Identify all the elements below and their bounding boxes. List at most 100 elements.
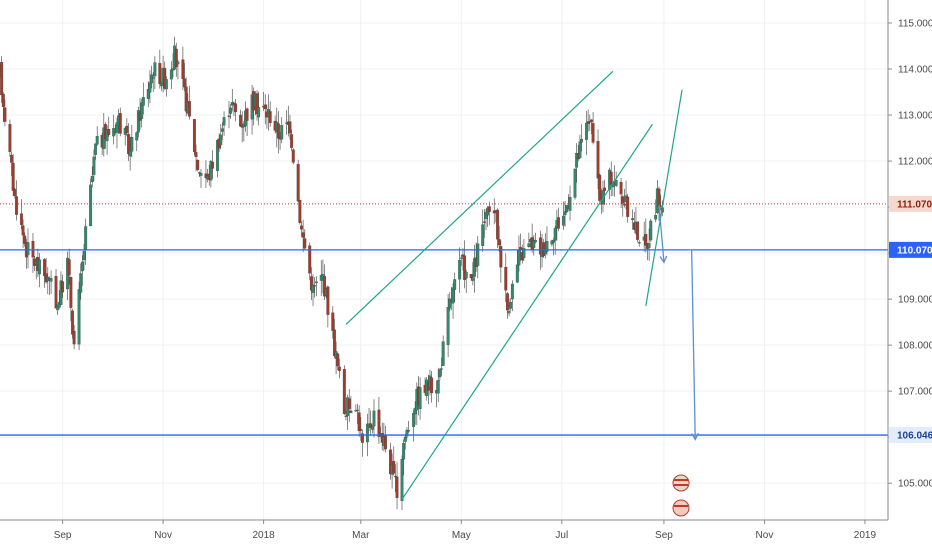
- candle-body: [459, 257, 463, 259]
- candle-body: [219, 134, 223, 146]
- candle-body: [565, 205, 569, 213]
- candle-body: [229, 107, 233, 114]
- candle-body: [469, 274, 473, 279]
- candle-body: [298, 200, 302, 223]
- candle-body: [446, 307, 450, 345]
- candle-body: [504, 266, 508, 291]
- candle-body: [19, 213, 23, 225]
- candle-body: [464, 271, 468, 279]
- candle-body: [654, 215, 658, 220]
- price-labels: 111.070 110.070 106.046: [889, 195, 932, 444]
- candle-body: [471, 277, 475, 281]
- candle-body: [356, 409, 359, 411]
- candle-body: [377, 409, 381, 437]
- candle-body: [557, 217, 560, 229]
- candle-body: [342, 369, 346, 414]
- candle-body: [522, 248, 526, 258]
- candle-body: [301, 232, 305, 238]
- candle-body: [527, 243, 531, 248]
- candle-body: [591, 123, 595, 143]
- candle-body: [626, 196, 630, 217]
- candle-body: [359, 429, 363, 431]
- candle-body: [245, 108, 249, 121]
- candle-body: [72, 330, 76, 345]
- candle-body: [188, 101, 191, 117]
- arrow-target[interactable]: [688, 249, 696, 440]
- x-tick-label: 2019: [854, 530, 877, 541]
- candles: [0, 36, 664, 511]
- arrows[interactable]: [658, 204, 699, 441]
- candle-body: [38, 259, 41, 275]
- us-flag-icon-stripe: [674, 479, 688, 481]
- candle-body: [347, 398, 351, 409]
- candle-body: [563, 211, 567, 216]
- candle-body: [647, 243, 651, 248]
- arrow-short[interactable]: [658, 204, 665, 263]
- candle-body: [257, 107, 261, 118]
- candle-body: [403, 436, 407, 442]
- arrow-target-head: [691, 432, 699, 441]
- candle-body: [308, 245, 312, 274]
- candle-body: [614, 180, 618, 186]
- candle-body: [268, 111, 272, 123]
- us-flag-icon[interactable]: [672, 474, 690, 492]
- candle-body: [130, 136, 134, 152]
- trend-lines[interactable]: [345, 70, 683, 500]
- y-tick-label: 115.000: [898, 19, 932, 30]
- candle-body: [263, 104, 267, 110]
- candle-body: [657, 188, 661, 207]
- candle-body: [3, 107, 7, 122]
- candle-body: [10, 154, 13, 163]
- candle-body: [291, 149, 295, 163]
- trend-line-channel-upper[interactable]: [345, 70, 614, 325]
- candle-body: [372, 410, 376, 427]
- candle-body: [148, 82, 152, 93]
- x-tick-label: Nov: [756, 530, 774, 541]
- candle-body: [438, 369, 442, 378]
- candle-body: [118, 113, 122, 134]
- x-axis[interactable]: Sep Nov 2018 Mar May Jul Sep Nov 2019: [0, 519, 932, 550]
- candle-body: [174, 48, 178, 68]
- candle-body: [573, 168, 577, 198]
- candle-body: [509, 301, 513, 309]
- candle-body: [8, 124, 12, 152]
- candle-body: [649, 220, 653, 241]
- candle-body: [95, 136, 99, 145]
- candle-body: [585, 122, 588, 140]
- candle-body: [141, 97, 145, 106]
- flag-icon[interactable]: [672, 499, 690, 517]
- trend-line-channel-lower[interactable]: [401, 123, 653, 500]
- candle-body: [290, 134, 294, 148]
- candle-body: [405, 429, 409, 437]
- trend-line-steep-line[interactable]: [645, 89, 683, 307]
- candle-body: [54, 276, 58, 309]
- candle-body: [90, 175, 94, 183]
- candle-body: [440, 368, 443, 370]
- candle-body: [637, 242, 641, 244]
- candle-body: [125, 125, 129, 133]
- candle-body: [169, 69, 173, 80]
- candle-body: [71, 310, 74, 335]
- x-tick-label: Sep: [54, 530, 72, 541]
- x-tick-label: 2018: [252, 530, 275, 541]
- candle-body: [150, 74, 154, 84]
- candle-body: [94, 143, 98, 155]
- candle-body: [481, 224, 485, 246]
- candle-body: [89, 184, 93, 227]
- candle-body: [370, 426, 374, 430]
- candle-body: [192, 119, 196, 153]
- candle-body: [505, 293, 509, 311]
- candle-body: [196, 159, 200, 170]
- candle-body: [644, 234, 648, 246]
- candle-body: [418, 387, 422, 409]
- candle-body: [296, 164, 300, 202]
- candle-body: [323, 276, 327, 297]
- candle-body: [499, 246, 503, 268]
- candle-body: [11, 162, 15, 191]
- candle-body: [430, 377, 434, 394]
- event-markers[interactable]: [672, 474, 690, 517]
- candle-body: [164, 79, 168, 90]
- us-flag-icon-stripe-2: [674, 484, 688, 486]
- candle-body: [458, 260, 462, 280]
